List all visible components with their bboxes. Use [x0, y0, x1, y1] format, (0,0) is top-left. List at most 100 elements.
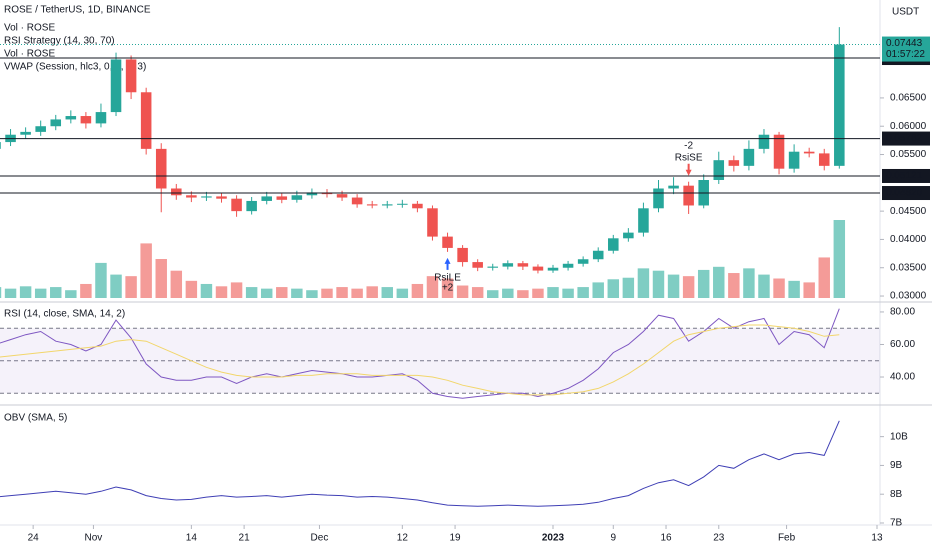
candle-body: [397, 203, 408, 205]
level-label-box: [882, 168, 930, 183]
candle-body: [577, 259, 589, 264]
volume-bar: [245, 287, 258, 298]
candle-body: [336, 194, 348, 198]
y-tick-label: 0.03500: [890, 262, 927, 273]
volume-bar: [562, 288, 574, 298]
level-label: 0.05121: [886, 171, 923, 182]
candle-body: [743, 148, 755, 166]
volume-bar: [0, 287, 2, 298]
legend-entry: VWAP (Session, hlc3, 0, 1, 2, 3): [4, 62, 146, 73]
candle-body: [216, 196, 227, 199]
volume-bar: [80, 283, 92, 298]
candle-body: [231, 198, 242, 212]
last-price-box: [882, 36, 930, 62]
candle-body: [276, 196, 288, 200]
band-fill: [0, 328, 880, 394]
candle-body: [35, 126, 46, 132]
entry-arrow: [685, 163, 692, 176]
y-tick-label: 9B: [890, 460, 903, 471]
volume-bar: [426, 276, 439, 298]
x-tick-label: 21: [239, 533, 251, 544]
volume-bar: [743, 268, 755, 298]
volume-bar: [788, 280, 800, 298]
candle-body: [532, 266, 544, 271]
candle-body: [140, 92, 152, 149]
volume-bar: [441, 278, 454, 298]
y-tick-label: 0.04500: [890, 206, 927, 217]
volume-bar: [65, 290, 77, 298]
volume-bar: [471, 287, 484, 298]
volume-bar: [456, 285, 469, 298]
indicator-line: [0, 308, 840, 399]
volume-bar: [230, 282, 243, 298]
strategy-label: RsiSE: [675, 152, 703, 163]
volume-bar: [125, 276, 137, 298]
candle-body: [442, 236, 453, 248]
volume-bar: [306, 290, 318, 298]
candle-body: [547, 267, 559, 271]
volume-bar: [758, 274, 770, 298]
volume-bar: [366, 286, 378, 298]
candle-body: [562, 263, 574, 268]
volume-bar: [50, 287, 62, 298]
level-label-box: [882, 186, 930, 201]
candle-body: [668, 185, 679, 189]
volume-bar: [95, 262, 107, 298]
candle-body: [366, 204, 378, 206]
candle-body: [186, 195, 197, 198]
x-tick-label: 16: [660, 533, 672, 544]
level-label-box: [882, 131, 930, 146]
y-tick-label: 8B: [890, 489, 903, 500]
candle-body: [95, 112, 107, 124]
candle-body: [125, 59, 137, 93]
x-tick-label: 9: [611, 533, 617, 544]
volume-bar: [155, 259, 167, 298]
countdown-label: 01:57:22: [886, 49, 925, 60]
volume-bar: [517, 290, 529, 298]
volume-bar: [697, 269, 710, 298]
volume-bar: [622, 277, 635, 298]
volume-bar: [291, 288, 303, 298]
candle-body: [803, 151, 815, 154]
y-tick-label: 0.06000: [890, 121, 927, 132]
candle-body: [623, 232, 634, 239]
entry-arrow: [444, 257, 451, 270]
volume-bar: [381, 287, 393, 298]
volume-bar: [547, 287, 559, 298]
legend-entry: Vol · ROSE: [4, 49, 55, 60]
candle-body: [638, 208, 649, 233]
candle-body: [50, 119, 62, 127]
volume-bar: [260, 288, 273, 298]
volume-bar: [411, 283, 424, 298]
volume-bar: [351, 288, 363, 298]
volume-bar: [200, 283, 213, 298]
candle-body: [171, 188, 182, 196]
candle-body: [773, 134, 785, 169]
volume-bar: [592, 282, 604, 298]
plot-area: [0, 27, 880, 507]
volume-bar: [667, 274, 680, 298]
volume-bar: [19, 286, 32, 298]
candle-body: [80, 116, 92, 124]
candle-body: [65, 116, 77, 120]
candle-body: [834, 44, 845, 166]
strategy-label: RsiLE: [434, 273, 461, 284]
volume-bar: [833, 220, 846, 298]
level-label: 0.04820: [886, 188, 923, 199]
x-tick-label: 14: [186, 533, 198, 544]
volume-bar: [396, 288, 409, 298]
volume-bar: [682, 276, 695, 298]
candle-body: [351, 197, 363, 205]
candle-body: [487, 266, 499, 268]
x-tick-label: Dec: [311, 533, 329, 544]
volume-bar: [652, 270, 665, 298]
y-tick-label: 10B: [890, 431, 908, 442]
candle-body: [457, 247, 468, 263]
volume-bar: [532, 288, 544, 298]
candle-body: [517, 263, 529, 267]
volume-bar: [607, 279, 620, 298]
y-tick-label: 0.03000: [890, 291, 927, 302]
volume-bar: [803, 282, 815, 298]
y-tick-label: 40.00: [890, 372, 915, 383]
